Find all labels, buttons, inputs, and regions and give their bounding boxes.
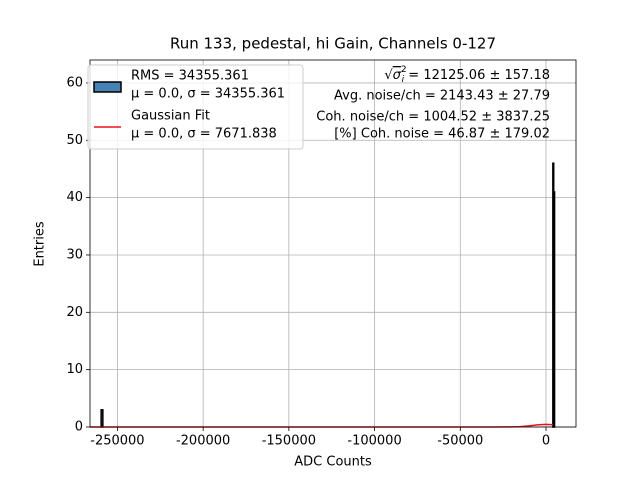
y-tick-label: 60 [66,75,83,90]
x-tick-label: -50000 [437,434,483,449]
legend-label: RMS = 34355.361 [131,69,249,84]
x-axis-label: ADC Counts [294,455,372,470]
y-tick-label: 50 [66,133,83,148]
x-tick-label: -100000 [347,434,401,449]
legend-label: μ = 0.0, σ = 34355.361 [131,87,285,102]
y-axis-label: Entries [33,221,48,267]
legend-swatch [93,81,122,93]
y-tick-label: 0 [75,420,83,435]
legend-box [87,64,304,150]
y-tick-label: 20 [66,305,83,320]
x-tick-label: -250000 [90,434,144,449]
legend-label: μ = 0.0, σ = 7671.838 [131,127,277,142]
bar [552,191,556,428]
annotation: Avg. noise/ch = 2143.43 ± 27.79 [334,89,550,104]
y-tick-label: 30 [66,247,83,262]
bar [100,409,104,428]
sqrt-sup: 2 [401,65,407,75]
annotation: √σ2 i = 12125.06 ± 157.18 [384,65,550,85]
x-tick-label: -150000 [262,434,316,449]
annotation: [%] Coh. noise = 46.87 ± 179.02 [334,127,550,142]
axes-frame [89,59,577,428]
chart-title: Run 133, pedestal, hi Gain, Channels 0-1… [170,35,496,53]
sqrt-sub: i [402,75,405,85]
y-tick-label: 40 [66,190,83,205]
x-tick-label: -200000 [176,434,230,449]
annotation: Coh. noise/ch = 1004.52 ± 3837.25 [316,110,550,125]
sqrt-text: = 12125.06 ± 157.18 [404,68,550,83]
legend-label: Gaussian Fit [131,109,210,124]
sqrt-symbol: σ [393,68,402,83]
y-tick-label: 10 [66,362,83,377]
x-tick-label: 0 [542,434,550,449]
sqrt-sign: √ [384,68,393,83]
